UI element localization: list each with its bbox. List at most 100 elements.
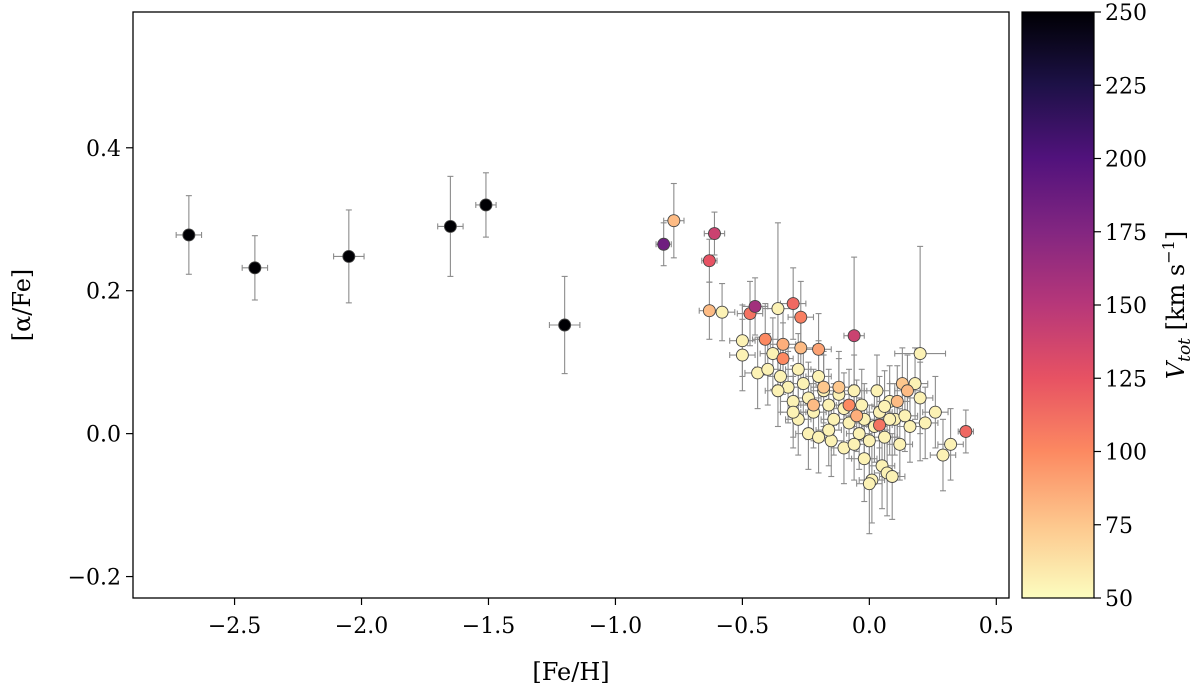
data-point xyxy=(812,370,826,383)
data-point xyxy=(794,310,808,324)
y-tick-label: −0.2 xyxy=(68,566,121,591)
data-point xyxy=(774,370,787,383)
data-point xyxy=(708,227,721,240)
data-point xyxy=(900,384,914,398)
data-point xyxy=(893,437,907,451)
data-point xyxy=(822,423,836,437)
data-point xyxy=(873,418,886,432)
data-point xyxy=(248,261,262,275)
data-point xyxy=(766,347,780,361)
data-point xyxy=(847,437,861,451)
x-axis-ticks: −2.5 −2.0 −1.5 −1.0 −0.5 0.0 0.5 xyxy=(208,598,1014,639)
colorbar-tick-label: 175 xyxy=(1105,221,1147,246)
data-point xyxy=(883,412,897,426)
data-point xyxy=(786,297,800,311)
data-point xyxy=(913,391,927,405)
data-point xyxy=(898,409,912,423)
data-point xyxy=(824,434,838,448)
colorbar-label-sub: tot xyxy=(1175,338,1195,362)
data-point xyxy=(771,302,785,316)
x-tick-label: 0.5 xyxy=(979,614,1014,639)
data-point xyxy=(850,409,864,423)
data-point xyxy=(758,332,772,346)
data-point xyxy=(918,416,932,430)
data-point xyxy=(817,380,831,394)
data-point xyxy=(913,347,927,361)
x-axis-label: [Fe/H] xyxy=(532,658,609,686)
data-point xyxy=(786,405,800,419)
data-point xyxy=(796,377,810,391)
x-tick-label: 0.0 xyxy=(852,614,887,639)
data-point xyxy=(657,237,671,251)
data-point xyxy=(791,362,805,376)
data-point xyxy=(702,304,716,318)
y-axis-label: [α/Fe] xyxy=(8,269,36,342)
data-point xyxy=(842,398,856,412)
colorbar-tick-label: 150 xyxy=(1105,294,1147,319)
data-point xyxy=(182,228,196,242)
data-point xyxy=(812,342,826,356)
y-axis-ticks: −0.2 0.0 0.2 0.4 xyxy=(68,137,133,591)
colorbar-label: Vtot [km s−1] xyxy=(1159,231,1195,379)
data-point xyxy=(847,384,861,398)
data-point xyxy=(944,437,958,451)
data-point xyxy=(776,337,790,351)
plot-area xyxy=(133,12,1009,598)
x-tick-label: −0.5 xyxy=(716,614,769,639)
colorbar-tick-label: 100 xyxy=(1105,441,1147,466)
data-point xyxy=(479,198,493,212)
data-point xyxy=(715,305,729,319)
data-point xyxy=(794,341,808,355)
data-point xyxy=(786,395,800,408)
x-tick-label: −1.0 xyxy=(589,614,642,639)
data-point xyxy=(443,219,457,233)
data-point xyxy=(822,398,836,412)
x-tick-label: −1.5 xyxy=(462,614,515,639)
data-point xyxy=(870,384,884,398)
data-point xyxy=(776,352,790,366)
colorbar-label-close: ] xyxy=(1162,231,1190,240)
data-point xyxy=(959,425,973,438)
data-point xyxy=(761,362,775,376)
plot-frame xyxy=(132,11,1010,599)
data-point xyxy=(832,380,846,394)
data-point xyxy=(771,384,785,398)
colorbar-tick-label: 75 xyxy=(1105,514,1133,539)
data-point xyxy=(936,448,950,462)
colorbar-tick-label: 50 xyxy=(1105,587,1133,612)
data-points xyxy=(175,172,975,535)
colorbar-label-units: [km s xyxy=(1162,264,1190,338)
colorbar-label-main: V xyxy=(1162,359,1190,379)
data-point xyxy=(558,318,572,332)
colorbar-tick-label: 200 xyxy=(1105,148,1147,173)
data-point xyxy=(878,400,892,413)
y-tick-label: 0.4 xyxy=(86,137,121,162)
colorbar-tick-label: 250 xyxy=(1105,1,1147,26)
colorbar-ticks: 50 75 100 125 150 175 200 225 250 xyxy=(1094,1,1147,612)
data-point xyxy=(827,412,841,426)
x-tick-label: −2.0 xyxy=(335,614,388,639)
y-tick-label: 0.0 xyxy=(86,423,121,448)
y-tick-label: 0.2 xyxy=(86,280,121,305)
data-point xyxy=(852,427,866,441)
data-point xyxy=(855,398,869,412)
colorbar-label-sup: −1 xyxy=(1159,240,1178,264)
data-point xyxy=(862,477,876,491)
colorbar-tick-label: 225 xyxy=(1105,74,1147,99)
data-point xyxy=(702,254,716,268)
data-point xyxy=(890,395,904,408)
data-point xyxy=(928,405,942,419)
data-point xyxy=(812,430,826,444)
x-tick-label: −2.5 xyxy=(208,614,261,639)
data-point xyxy=(735,334,749,348)
data-point xyxy=(342,249,356,263)
data-point xyxy=(857,452,871,466)
data-point xyxy=(903,420,917,433)
data-point xyxy=(878,430,892,444)
colorbar-tick-label: 125 xyxy=(1105,367,1147,392)
data-point xyxy=(885,470,899,483)
data-point xyxy=(748,299,762,313)
data-point xyxy=(847,329,861,343)
colorbar xyxy=(1021,11,1095,599)
